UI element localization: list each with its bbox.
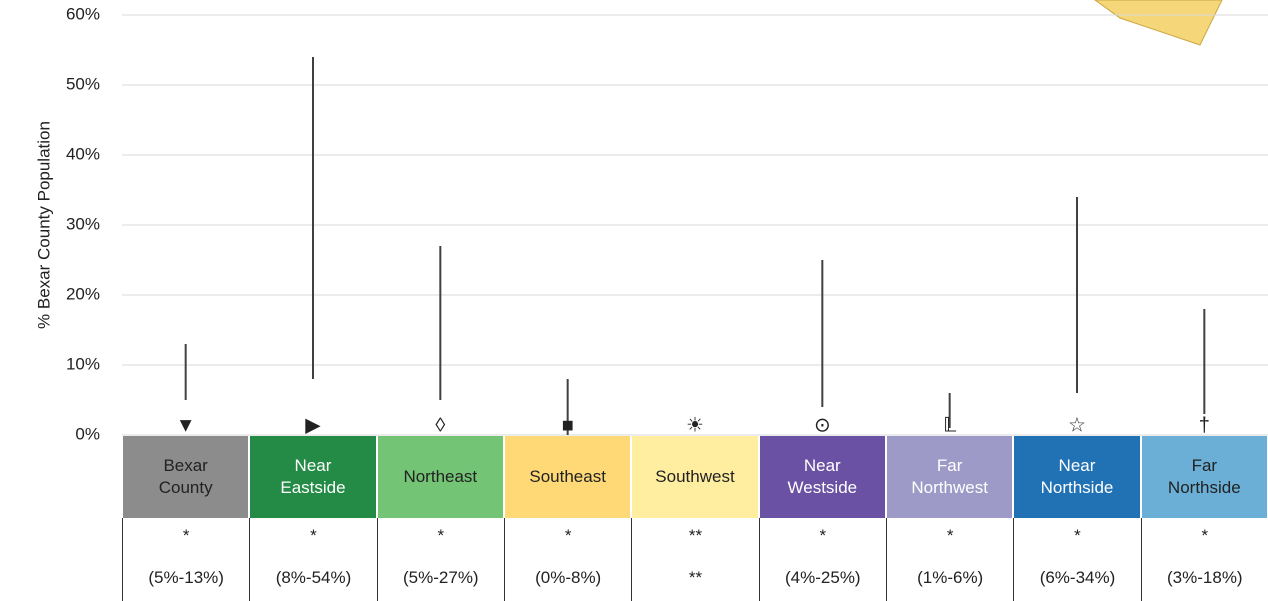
category-cell: Far Northside — [1141, 436, 1267, 518]
star-cell: * — [758, 518, 886, 554]
star-cell: * — [249, 518, 376, 554]
range-label-cell: (6%-34%) — [1013, 554, 1140, 601]
star-cell-text: * — [182, 526, 190, 545]
star-cell-text: * — [437, 526, 445, 545]
range-label-cell: (0%-8%) — [504, 554, 631, 601]
star-cell: * — [1013, 518, 1140, 554]
category-cell: Near Eastside — [250, 436, 376, 518]
range-label-cell-text: (3%-18%) — [1167, 567, 1243, 587]
range-label-cell-text: (5%-27%) — [403, 567, 479, 587]
star-cell: * — [376, 518, 504, 554]
category-cell: Southeast — [505, 436, 631, 518]
star-cell-text: * — [564, 526, 572, 545]
category-cell-text: Bexar County — [158, 456, 213, 497]
range-label-cell: (5%-13%) — [122, 554, 249, 601]
marker-symbol: ◊ — [435, 414, 445, 436]
range-label-cell: ** — [631, 554, 758, 601]
category-cell: Far Northwest — [887, 436, 1013, 518]
range-label-cell: (3%-18%) — [1140, 554, 1268, 601]
category-cell: Bexar County — [123, 436, 249, 518]
range-label-cell: (5%-27%) — [376, 554, 504, 601]
category-cell-text: Far Northside — [1167, 456, 1241, 497]
y-tick-label: 10% — [66, 354, 100, 373]
star-cell-text: * — [310, 526, 317, 545]
marker-symbol: † — [1199, 414, 1210, 436]
marker-symbol: 𝕃 — [943, 414, 956, 436]
star-cell: * — [1140, 518, 1268, 554]
star-cell-text: * — [946, 526, 954, 545]
star-cell: * — [122, 518, 249, 554]
range-label-cell-text: (1%-6%) — [917, 567, 984, 587]
marker-symbol: ☆ — [1068, 414, 1086, 436]
star-cell: * — [886, 518, 1013, 554]
marker-symbol: ▶ — [305, 414, 321, 436]
category-cell-text: Near Westside — [787, 456, 858, 497]
marker-symbol: ☀ — [686, 414, 704, 436]
y-tick-label: 20% — [66, 284, 100, 303]
star-cell-text: * — [819, 526, 827, 545]
category-cell-text: Northeast — [403, 467, 478, 486]
category-cell: Northeast — [377, 436, 503, 518]
range-label-cell: (4%-25%) — [758, 554, 886, 601]
range-label-cell: (1%-6%) — [886, 554, 1013, 601]
y-tick-label: 60% — [66, 4, 100, 23]
category-cell: Near Northside — [1014, 436, 1140, 518]
category-cell: Near Westside — [759, 436, 885, 518]
category-cell: Southwest — [632, 436, 758, 518]
y-axis-title: % Bexar County Population — [34, 121, 53, 329]
range-label-cell-text: (8%-54%) — [275, 567, 352, 587]
range-label-cell-text: (4%-25%) — [785, 567, 861, 587]
y-tick-label: 0% — [75, 424, 100, 443]
marker-symbol: ▼ — [176, 414, 196, 436]
star-cell: ** — [631, 518, 758, 554]
marker-symbol: ⊙ — [814, 414, 831, 436]
category-cell-text: Near Eastside — [280, 456, 346, 497]
range-label-cell-text: (5%-13%) — [148, 567, 224, 587]
range-label-cell-text: (6%-34%) — [1039, 567, 1116, 587]
star-cell-text: * — [1201, 526, 1209, 545]
note-shape — [1094, 0, 1223, 46]
star-cell: * — [504, 518, 631, 554]
marker-symbol: ■ — [562, 414, 574, 436]
star-cell-text: ** — [688, 526, 703, 545]
y-tick-label: 50% — [66, 74, 100, 93]
y-tick-label: 30% — [66, 214, 100, 233]
category-cell-text: Near Northside — [1040, 456, 1114, 497]
category-cell-text: Southeast — [529, 467, 606, 486]
star-cell-text: * — [1074, 526, 1081, 545]
range-label-cell: (8%-54%) — [249, 554, 376, 601]
range-label-cell-text: (0%-8%) — [535, 567, 602, 587]
y-tick-label: 40% — [66, 144, 100, 163]
range-label-cell-text: ** — [688, 567, 703, 587]
category-cell-text: Southwest — [655, 467, 735, 486]
category-cell-text: Far Northwest — [911, 456, 988, 497]
